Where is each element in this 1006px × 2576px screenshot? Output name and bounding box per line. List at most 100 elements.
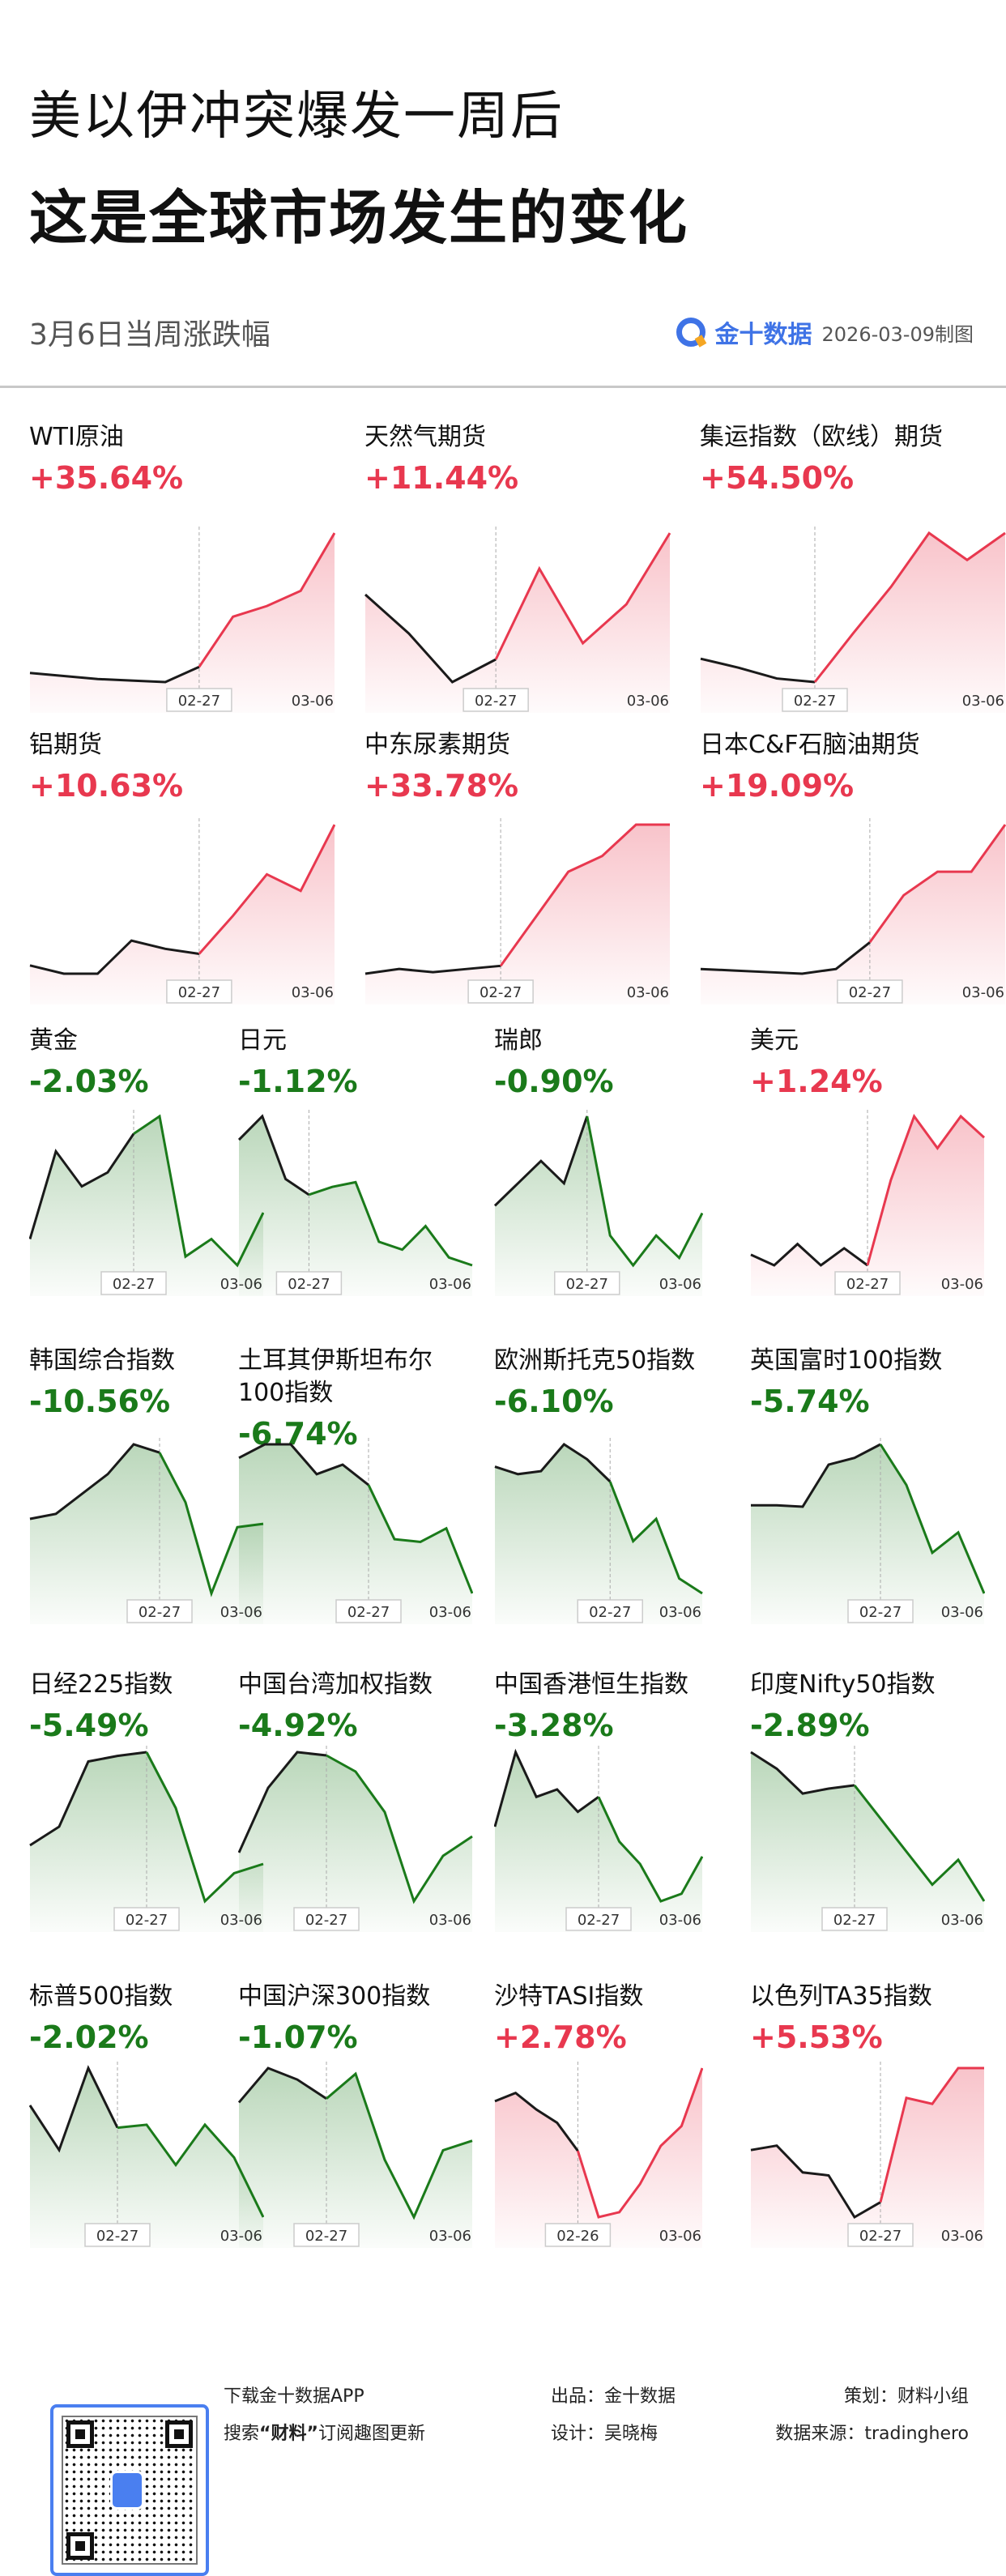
post-period-line	[308, 1180, 473, 1267]
area-fill	[495, 2068, 702, 2248]
area-fill	[239, 1116, 472, 1296]
chart-card: 铝期货 +10.63% 02-27 03-06	[0, 729, 335, 1004]
split-date-label: 02-27	[480, 984, 522, 1001]
pre-period-line	[494, 1115, 589, 1207]
chart-title: 以色列TA35指数	[750, 1982, 932, 2011]
split-label-box	[837, 979, 903, 1004]
end-date-label: 03-06	[941, 1912, 983, 1929]
change-percent: -6.10%	[494, 1384, 614, 1419]
split-label-box	[821, 1907, 888, 1931]
chart-card: 中国香港恒生指数 -3.28% 02-27 03-06	[494, 1669, 750, 1932]
footer: 下载金十数据APP 搜索“财料”订阅趣图更新 出品：金十数据 设计：吴晓梅 策划…	[0, 2284, 1006, 2576]
split-date-label: 02-27	[113, 1276, 155, 1293]
end-date-label: 03-06	[659, 1912, 701, 1929]
split-label-box	[126, 1599, 193, 1623]
change-percent: +19.09%	[700, 768, 855, 804]
post-period-line	[597, 1796, 703, 1903]
split-label-box	[463, 688, 529, 712]
chart-title: 瑞郎	[494, 1026, 543, 1055]
search-keyword: “财料”	[259, 2424, 318, 2444]
split-label-box	[113, 1907, 180, 1931]
area-fill	[701, 533, 1005, 713]
post-period-line	[853, 1784, 985, 1902]
line-chart: 02-26 03-06	[494, 2062, 703, 2248]
split-date-label: 02-27	[475, 693, 517, 710]
pre-period-line	[29, 1132, 135, 1239]
area-fill	[30, 1444, 263, 1624]
split-label-box	[565, 1907, 632, 1931]
end-date-label: 03-06	[659, 1276, 701, 1293]
split-label-box	[834, 1271, 901, 1295]
chart-title: 日经225指数	[29, 1670, 173, 1699]
chart-title: 韩国综合指数	[29, 1346, 175, 1375]
change-percent: +35.64%	[29, 460, 184, 496]
change-percent: +11.44%	[364, 460, 519, 496]
title-line-2: 这是全球市场发生的变化	[29, 184, 689, 252]
download-app-text: 下载金十数据APP	[224, 2386, 364, 2407]
change-percent: +54.50%	[700, 460, 855, 496]
chart-title: 美元	[750, 1026, 799, 1055]
chart-card: 天然气期货 +11.44% 02-27 03-06	[335, 421, 671, 713]
chart-title: 英国富时100指数	[750, 1346, 943, 1375]
qr-finder-icon	[66, 2532, 94, 2560]
change-percent: +1.24%	[750, 1064, 883, 1099]
brand: 金十数据 2026-03-09制图	[676, 314, 974, 350]
jin10-logo-icon	[676, 318, 705, 347]
area-fill	[365, 533, 670, 713]
chart-title: 中东尿素期货	[364, 731, 510, 759]
split-date-label: 02-27	[126, 1912, 168, 1929]
split-label-box	[166, 688, 232, 712]
area-fill	[751, 1752, 984, 1932]
split-date-label: 02-27	[288, 1276, 330, 1293]
designer: 设计：吴晓梅	[551, 2424, 659, 2444]
post-period-line	[499, 823, 670, 967]
post-period-line	[879, 1444, 985, 1594]
split-date-label: 02-27	[849, 984, 891, 1001]
pre-period-line	[494, 1443, 612, 1483]
search-suffix: 订阅趣图更新	[318, 2424, 425, 2444]
change-percent: +33.78%	[364, 768, 519, 804]
change-percent: -0.90%	[494, 1064, 614, 1099]
change-percent: -4.92%	[238, 1708, 358, 1743]
post-period-line	[494, 532, 671, 660]
area-fill	[239, 1752, 472, 1932]
chart-title: 中国台湾加权指数	[238, 1670, 433, 1699]
end-date-label: 03-06	[962, 693, 1004, 710]
post-period-line	[586, 1115, 703, 1268]
end-date-label: 03-06	[962, 984, 1004, 1001]
pre-period-line	[29, 1443, 160, 1520]
qr-pattern	[62, 2416, 198, 2565]
split-label-box	[166, 979, 232, 1004]
area-fill	[30, 825, 335, 1004]
chart-card: 日元 -1.12% 02-27 03-06	[238, 1025, 494, 1296]
pre-period-line	[29, 939, 200, 975]
area-fill	[239, 1444, 472, 1624]
chart-title: 日本C&F石脑油期货	[700, 731, 920, 759]
chart-card: 土耳其伊斯坦布尔100指数 -6.74% 02-27 03-06	[238, 1345, 494, 1624]
chart-title: 天然气期货	[364, 423, 486, 451]
split-label-box	[577, 1599, 643, 1623]
chart-card: 印度Nifty50指数 -2.89% 02-27 03-06	[750, 1669, 1006, 1932]
pre-period-line	[364, 964, 501, 975]
split-label-box	[782, 688, 848, 712]
post-period-line	[576, 2067, 703, 2219]
split-label-box	[335, 1599, 402, 1623]
chart-card: 沙特TASI指数 +2.78% 02-26 03-06	[494, 1981, 750, 2248]
change-percent: +10.63%	[29, 768, 184, 804]
app-qr-code[interactable]	[50, 2404, 209, 2576]
split-label-box	[100, 1271, 167, 1295]
chart-card: 日本C&F石脑油期货 +19.09% 02-27 03-06	[671, 729, 1006, 1004]
pre-period-line	[751, 1443, 881, 1508]
